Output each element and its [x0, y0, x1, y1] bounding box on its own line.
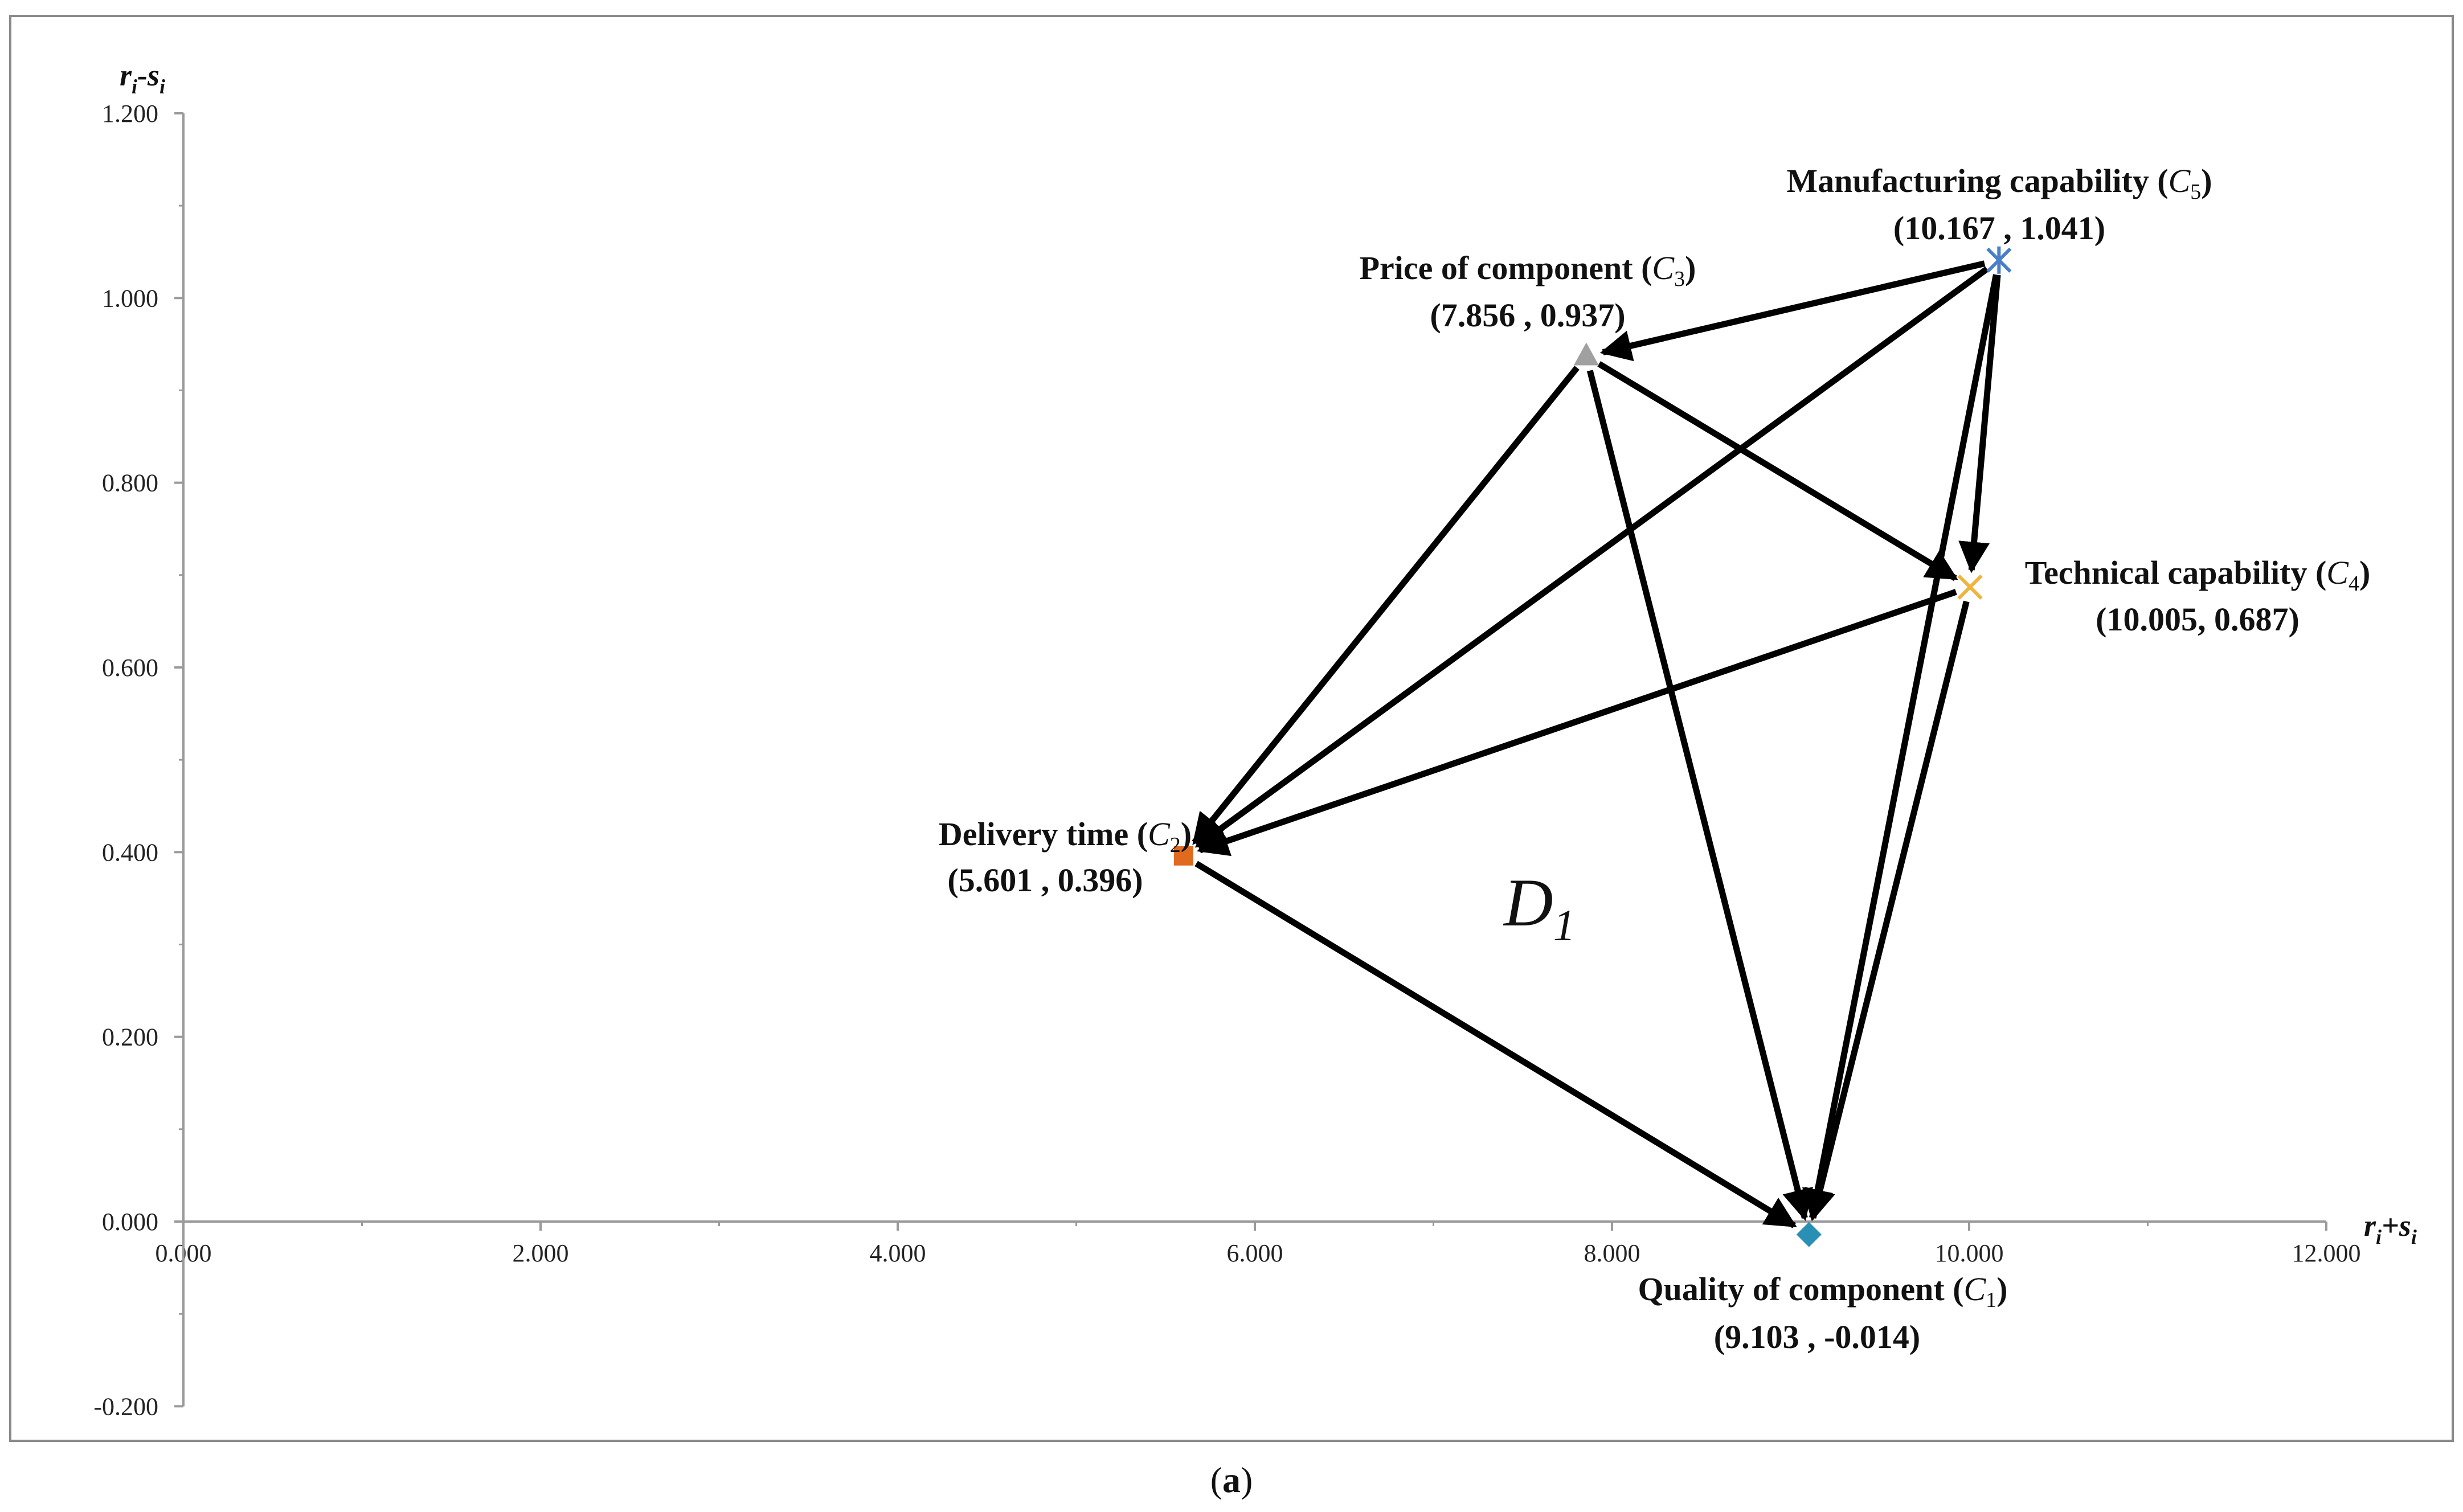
x-tick-label: 2.000: [513, 1239, 569, 1267]
arrow-C3-to-C4: [1597, 361, 1958, 581]
y-tick-label: 0.000: [102, 1208, 158, 1236]
point-C4: [1957, 574, 1983, 600]
figure-caption: (a): [1210, 1460, 1253, 1500]
x-tick-label: 8.000: [1584, 1239, 1640, 1267]
x-tick-label: 10.000: [1935, 1239, 2004, 1267]
label-C5-name: Manufacturing capability (C5): [1786, 162, 2212, 204]
x-tick-label: 12.000: [2292, 1239, 2361, 1267]
y-tick-label: 0.800: [102, 469, 158, 497]
x-axis-title: ri+si: [2364, 1208, 2417, 1248]
y-tick-label: 1.000: [102, 284, 158, 312]
label-C4-name: Technical capability (C4): [2025, 554, 2371, 596]
label-C2-coord: (5.601 , 0.396): [947, 862, 1143, 899]
y-tick-label: 0.600: [102, 654, 158, 682]
label-C1-coord: (9.103 , -0.014): [1714, 1318, 1920, 1355]
arrow-C4-to-C2: [1197, 589, 1957, 857]
arrow-C2-to-C1: [1194, 861, 1797, 1228]
arrow-C5-to-C1: [1802, 274, 1999, 1221]
chart-frame: [9, 15, 2454, 1442]
arrow-C5-to-C2: [1194, 266, 1989, 849]
arrow-C5-to-C3: [1599, 260, 1986, 362]
y-tick-label: -0.200: [93, 1392, 158, 1420]
y-axis-title: ri-si: [120, 58, 165, 98]
x-tick-label: 6.000: [1227, 1239, 1283, 1267]
label-C1-name: Quality of component (C1): [1638, 1271, 2008, 1312]
point-C1: [1796, 1222, 1822, 1247]
label-C5-coord: (10.167 , 1.041): [1893, 210, 2105, 247]
label-C3-name: Price of component (C3): [1360, 249, 1696, 291]
label-C3-coord: (7.856 , 0.937): [1430, 297, 1625, 334]
arrow-C5-to-C4: [1958, 274, 2001, 573]
arrow-C3-to-C2: [1192, 366, 1580, 845]
y-tick-label: 0.200: [102, 1023, 158, 1051]
arrow-C3-to-C1: [1586, 370, 1813, 1221]
point-C5: [1986, 246, 2012, 274]
y-tick-label: 0.400: [102, 838, 158, 866]
region-label: D1: [1503, 864, 1576, 950]
x-tick-label: 4.000: [870, 1239, 926, 1267]
point-C2: [1173, 846, 1193, 866]
label-C4-coord: (10.005, 0.687): [2096, 601, 2300, 638]
arrow-C4-to-C1: [1805, 600, 1970, 1221]
point-C3: [1573, 342, 1599, 366]
label-C2-name: Delivery time (C2): [939, 816, 1192, 857]
y-tick-label: 1.200: [102, 100, 158, 128]
